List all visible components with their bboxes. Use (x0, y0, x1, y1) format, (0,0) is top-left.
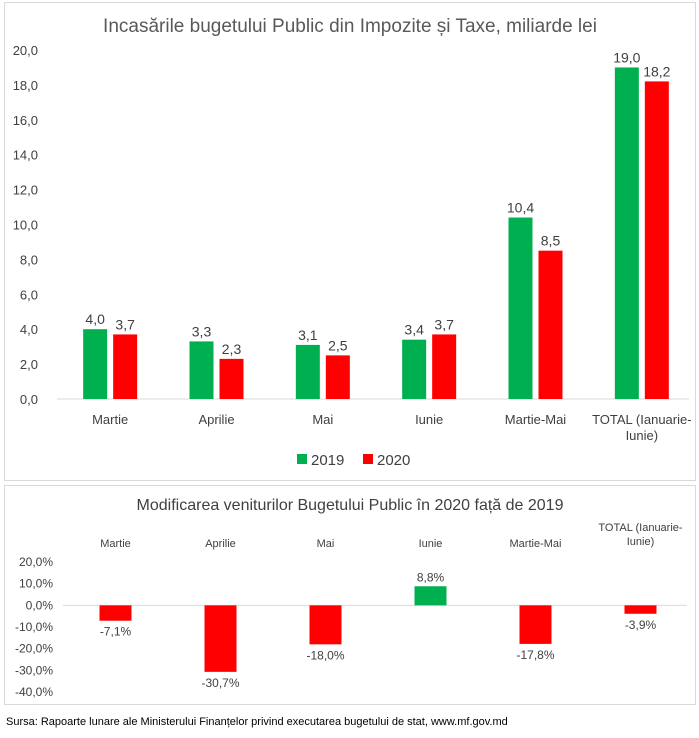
bar-2020 (538, 250, 563, 399)
revenue-chart: Incasările bugetului Public din Impozite… (13, 16, 692, 469)
negative-bar (624, 605, 657, 614)
bar-2020 (644, 81, 669, 399)
y-tick-label: 2,0 (20, 357, 38, 372)
y-tick-label: 10,0% (19, 577, 53, 591)
x-tick-label: TOTAL (Ianuarie- (592, 412, 691, 427)
bar-2020 (113, 334, 138, 399)
negative-bar (99, 605, 132, 621)
y-tick-label: -40,0% (15, 685, 53, 699)
y-tick-label: 8,0 (20, 252, 38, 267)
data-label: 10,4 (507, 200, 534, 216)
bar-2019 (402, 339, 427, 399)
y-tick-label: 4,0 (20, 322, 38, 337)
data-label: 8,5 (541, 233, 561, 249)
legend-swatch-2019 (297, 454, 307, 464)
y-tick-label: 6,0 (20, 287, 38, 302)
y-tick-label: 14,0 (13, 148, 38, 163)
data-label: 4,0 (85, 311, 105, 327)
category-label: Iunie (419, 538, 443, 550)
y-tick-label: 0,0 (20, 392, 38, 407)
x-tick-label: Iunie) (626, 428, 659, 443)
data-label: -3,9% (625, 618, 657, 632)
category-label: TOTAL (Ianuarie- (598, 522, 682, 534)
data-label: 18,2 (643, 63, 670, 79)
data-label: 2,5 (328, 337, 348, 353)
data-label: 3,4 (404, 322, 424, 338)
data-label: 8,8% (417, 570, 445, 584)
y-tick-label: 10,0 (13, 218, 38, 233)
change-chart-panel: Modificarea veniturilor Bugetului Public… (4, 485, 696, 705)
chart-title: Modificarea veniturilor Bugetului Public… (137, 497, 564, 514)
data-label: -7,1% (100, 625, 132, 639)
bar-2019 (83, 329, 108, 399)
data-label: -17,8% (516, 648, 554, 662)
bar-2019 (614, 67, 639, 399)
chart-title: Incasările bugetului Public din Impozite… (103, 16, 597, 37)
y-tick-label: 0,0% (26, 598, 54, 612)
category-label: Martie-Mai (510, 538, 562, 550)
y-tick-label: 20,0 (13, 43, 38, 58)
negative-bar (204, 605, 237, 672)
y-tick-label: -10,0% (15, 620, 53, 634)
data-label: 3,3 (192, 323, 212, 339)
change-chart: Modificarea veniturilor Bugetului Public… (15, 497, 687, 699)
positive-bar (414, 586, 447, 606)
data-label: 3,1 (298, 327, 318, 343)
data-label: 3,7 (115, 316, 135, 332)
revenue-chart-panel: Incasările bugetului Public din Impozite… (4, 2, 696, 481)
bar-2020 (325, 355, 350, 399)
bar-2020 (219, 358, 244, 399)
bar-2019 (189, 341, 214, 399)
bar-2020 (432, 334, 457, 399)
bar-2019 (295, 344, 320, 399)
y-tick-label: 12,0 (13, 183, 38, 198)
negative-bar (519, 605, 552, 644)
y-tick-label: -30,0% (15, 663, 53, 677)
data-label: 19,0 (613, 49, 640, 65)
y-tick-label: 20,0% (19, 555, 53, 569)
x-tick-label: Martie (92, 412, 128, 427)
y-tick-label: 16,0 (13, 113, 38, 128)
category-label: Martie (100, 538, 131, 550)
category-label: Aprilie (205, 538, 236, 550)
legend-swatch-2020 (363, 454, 373, 464)
data-label: -30,7% (201, 676, 239, 690)
category-label: Mai (317, 538, 335, 550)
negative-bar (309, 605, 342, 645)
data-label: 2,3 (222, 341, 242, 357)
x-tick-label: Martie-Mai (505, 412, 567, 427)
data-label: -18,0% (306, 648, 344, 662)
legend-label-2019: 2019 (311, 452, 344, 469)
x-tick-label: Iunie (415, 412, 443, 427)
y-tick-label: 18,0 (13, 78, 38, 93)
x-tick-label: Aprilie (198, 412, 234, 427)
source-note: Sursa: Rapoarte lunare ale Ministerului … (6, 716, 508, 728)
data-label: 3,7 (434, 316, 454, 332)
y-tick-label: -20,0% (15, 642, 53, 656)
bar-2019 (508, 217, 533, 399)
category-label: Iunie) (627, 536, 655, 548)
legend-label-2020: 2020 (377, 452, 410, 469)
x-tick-label: Mai (312, 412, 333, 427)
